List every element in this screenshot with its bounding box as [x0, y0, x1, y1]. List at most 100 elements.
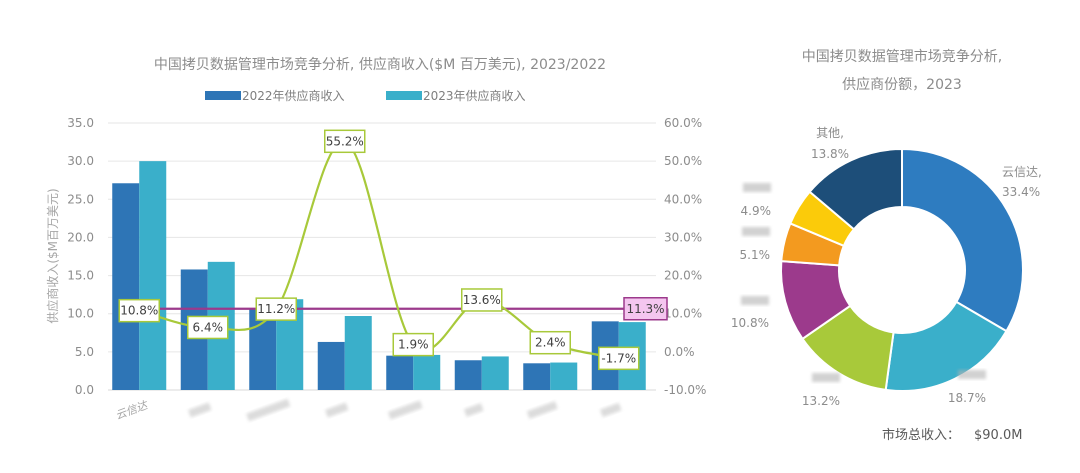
x-axis-category-label	[246, 398, 291, 422]
obscured-category-label	[325, 402, 349, 418]
svg-text:4.9%: 4.9%	[741, 204, 772, 218]
market-total-label: 市场总收入：	[882, 427, 960, 443]
bar-2022	[454, 360, 482, 390]
y-axis-tick-label: 30.0	[67, 154, 94, 168]
donut-slice-label: 4.9%	[741, 183, 772, 218]
svg-text:11.2%: 11.2%	[257, 302, 295, 316]
growth-data-label: 55.2%	[324, 129, 366, 154]
y2-axis-tick-label: 0.0%	[664, 345, 695, 359]
y2-axis-tick-label: 50.0%	[664, 154, 702, 168]
donut-chart: 云信达, 33.4% 18.7% 13.2% 10.8% 5.1% 4.9% 其他, 13.8%…	[731, 126, 1042, 443]
bar-2022	[386, 355, 414, 390]
x-axis-category-label	[387, 400, 423, 420]
x-axis-category-label	[188, 402, 212, 418]
obscured-category-label	[246, 398, 291, 422]
bar-2022	[112, 183, 140, 390]
obscured-vendor-name	[958, 370, 986, 379]
growth-data-label: 13.6%	[461, 288, 503, 312]
pie-chart-title-line-1: 中国拷贝数据管理市场竞争分析,	[802, 48, 1002, 65]
obscured-vendor-name	[812, 373, 840, 382]
bar-2023	[481, 356, 509, 390]
obscured-category-label	[526, 401, 558, 419]
obscured-vendor-name	[741, 296, 769, 305]
obscured-category-label	[387, 400, 423, 420]
obscured-category-label	[463, 403, 484, 417]
x-axis-category-label	[526, 401, 558, 419]
svg-text:云信达: 云信达	[114, 398, 151, 422]
y-axis-tick-label: 0.0	[75, 383, 94, 397]
average-growth-label: 11.3%	[626, 302, 664, 316]
x-axis-category-label	[325, 402, 349, 418]
donut-slice	[901, 147, 1025, 333]
svg-text:云信达,: 云信达,	[1002, 165, 1042, 179]
donut-slice-label: 5.1%	[740, 227, 771, 262]
obscured-category-label	[188, 402, 212, 418]
x-axis-category-label: 云信达	[114, 398, 151, 422]
svg-text:其他,: 其他,	[816, 126, 844, 140]
donut-slice-label: 云信达, 33.4%	[1002, 165, 1042, 199]
legend: 2022年供应商收入 2023年供应商收入	[205, 88, 526, 103]
svg-text:55.2%: 55.2%	[326, 134, 364, 148]
bar-2023	[344, 316, 372, 390]
bar-chart-title: 中国拷贝数据管理市场竞争分析, 供应商收入($M 百万美元), 2023/202…	[154, 56, 606, 73]
y2-axis-tick-label: -10.0%	[664, 383, 706, 397]
svg-text:13.8%: 13.8%	[811, 147, 849, 161]
donut-slice-label: 13.2%	[802, 373, 840, 408]
y2-axis-tick-label: 20.0%	[664, 269, 702, 283]
pie-chart-title-line-2: 供应商份额，2023	[842, 76, 962, 93]
obscured-vendor-name	[743, 183, 771, 192]
y2-axis-tick-label: 30.0%	[664, 230, 702, 244]
market-total-revenue: 市场总收入： $90.0M	[882, 427, 1022, 443]
svg-text:18.7%: 18.7%	[948, 391, 986, 405]
svg-text:13.6%: 13.6%	[463, 293, 501, 307]
growth-data-label: 11.2%	[255, 297, 297, 321]
y-axis-tick-label: 35.0	[67, 116, 94, 130]
legend-swatch	[386, 91, 422, 100]
svg-text:33.4%: 33.4%	[1002, 185, 1040, 199]
svg-text:13.2%: 13.2%	[802, 394, 840, 408]
donut-slice	[808, 147, 903, 231]
legend-label: 2022年供应商收入	[242, 88, 345, 103]
market-total-value: $90.0M	[974, 428, 1022, 443]
y2-axis-tick-label: 60.0%	[664, 116, 702, 130]
svg-text:1.9%: 1.9%	[398, 338, 429, 352]
donut-slice-label: 18.7%	[948, 370, 986, 405]
y-axis-tick-label: 15.0	[67, 269, 94, 283]
svg-text:6.4%: 6.4%	[193, 320, 224, 334]
growth-data-label: -1.7%	[598, 346, 640, 371]
y-axis-tick-label: 20.0	[67, 230, 94, 244]
average-growth-callout: 11.3%	[623, 297, 668, 321]
x-axis-category-label	[463, 403, 484, 417]
legend-swatch	[205, 91, 241, 100]
svg-text:2.4%: 2.4%	[535, 336, 566, 350]
y2-axis-tick-label: 40.0%	[664, 192, 702, 206]
svg-text:10.8%: 10.8%	[120, 304, 158, 318]
x-axis-category-label	[599, 402, 622, 418]
svg-text:10.8%: 10.8%	[731, 316, 769, 330]
legend-label: 2023年供应商收入	[423, 88, 526, 103]
bar-2023	[413, 354, 441, 390]
bar-2023	[550, 362, 578, 390]
bar-2022	[523, 363, 551, 390]
obscured-category-label	[599, 402, 622, 418]
bar-chart: 0.0 5.0 10.0 15.0 20.0 25.0 30.0 35.0 -10.0% 0.0%…	[45, 88, 706, 422]
growth-data-label: 1.9%	[392, 332, 434, 357]
svg-text:5.1%: 5.1%	[740, 248, 771, 262]
growth-data-label: 2.4%	[529, 330, 571, 355]
growth-data-label: 10.8%	[118, 298, 160, 323]
average-growth-box	[623, 297, 668, 321]
donut-slice-label: 10.8%	[731, 296, 769, 330]
bar-2022	[317, 341, 345, 390]
y-axis-tick-label: 25.0	[67, 192, 94, 206]
y2-axis-tick-label: 10.0%	[664, 307, 702, 321]
donut-slice-label: 其他, 13.8%	[811, 126, 849, 161]
y-axis-tick-label: 5.0	[75, 345, 94, 359]
y-axis-title: 供应商收入($M百万美元)	[45, 188, 60, 323]
y-axis-tick-label: 10.0	[67, 307, 94, 321]
bar-2023	[139, 161, 167, 390]
growth-data-label: 6.4%	[187, 315, 229, 340]
growth-rate-line	[138, 140, 619, 360]
obscured-vendor-name	[742, 227, 770, 236]
